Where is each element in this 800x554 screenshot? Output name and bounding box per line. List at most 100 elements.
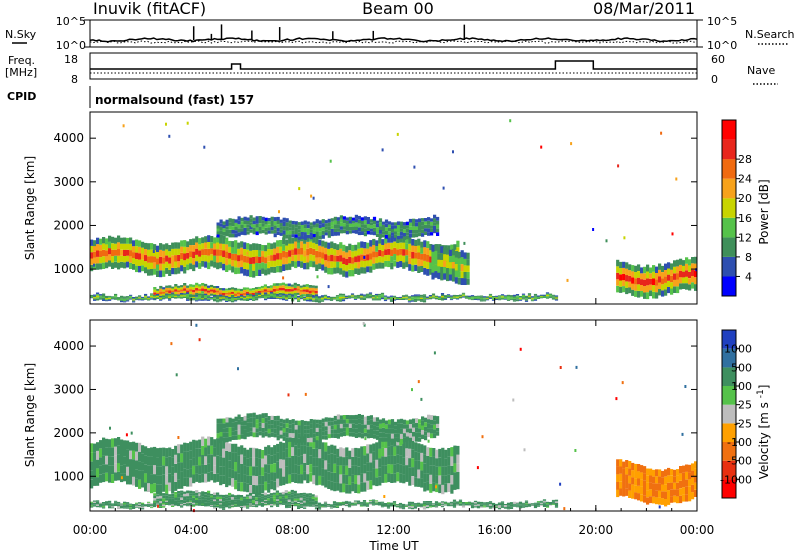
echo-cell <box>230 291 235 294</box>
echo-cell <box>198 286 202 289</box>
echo-cell <box>153 504 157 506</box>
echo-cell <box>240 502 244 503</box>
echo-cell <box>288 448 292 458</box>
echo-cell <box>536 503 541 505</box>
echo-cell <box>399 433 404 439</box>
echo-cell <box>366 266 370 273</box>
colorbar-tick-label: 16 <box>738 212 752 225</box>
echo-cell <box>123 503 127 505</box>
echo-cell <box>658 263 662 270</box>
echo-cell <box>551 296 556 298</box>
echo-cell <box>312 504 316 506</box>
echo-cell <box>117 507 121 510</box>
echo-cell <box>372 443 376 452</box>
echo-cell <box>207 299 211 301</box>
echo-cell <box>216 492 220 495</box>
echo-cell <box>264 292 268 294</box>
echo-cell <box>432 448 436 457</box>
echo-cell <box>266 286 270 289</box>
echo-cell <box>378 419 383 424</box>
echo-cell <box>236 288 241 291</box>
echo-cell <box>628 483 632 491</box>
echo-cell <box>378 449 382 459</box>
echo-cell <box>228 225 232 230</box>
echo-cell <box>141 506 145 508</box>
echo-cell <box>132 468 136 477</box>
echo-cell <box>108 248 112 255</box>
echo-cell <box>225 441 229 451</box>
echo-cell <box>421 225 425 230</box>
echo-cell <box>174 261 178 268</box>
echo-cell <box>643 292 647 299</box>
echo-cell <box>312 505 316 507</box>
echo-cell <box>296 495 300 497</box>
time-tick-label: 16:00 <box>477 523 512 537</box>
echo-cell <box>512 294 517 297</box>
echo-cell <box>192 504 196 506</box>
echo-cell <box>159 495 163 499</box>
echo-cell <box>192 495 196 498</box>
echo-cell <box>177 505 181 507</box>
echo-cell <box>433 218 437 223</box>
echo-cell <box>470 503 475 505</box>
echo-cell <box>327 255 331 262</box>
echo-cell <box>243 220 247 225</box>
echo-cell <box>252 243 256 251</box>
echo-cell <box>234 230 238 234</box>
echo-cell <box>213 504 217 506</box>
echo-cell <box>673 489 677 496</box>
echo-cell <box>290 492 294 495</box>
echo-cell <box>503 297 508 299</box>
echo-cell <box>482 296 487 298</box>
echo-cell <box>269 495 273 498</box>
echo-cell <box>204 297 208 300</box>
echo-cell <box>252 227 256 231</box>
echo-cell <box>360 455 364 465</box>
echo-cell <box>685 270 689 277</box>
echo-cell <box>237 296 241 298</box>
echo-cell <box>433 429 437 434</box>
echo-cell <box>114 297 118 299</box>
echo-cell <box>353 503 358 505</box>
echo-cell <box>213 456 217 466</box>
range-tick-label: 4000 <box>53 131 84 145</box>
echo-cell <box>491 504 496 506</box>
echo-cell <box>314 507 319 509</box>
echo-cell <box>171 255 175 262</box>
echo-cell <box>351 428 355 433</box>
echo-cell <box>527 296 532 298</box>
echo-cell <box>246 293 250 296</box>
echo-cell <box>342 423 346 428</box>
echo-cell <box>497 298 502 300</box>
echo-cell <box>411 476 415 485</box>
noise-left-tick-bottom: 10^0 <box>56 39 86 52</box>
echo-cell <box>426 262 430 269</box>
echo-cell <box>375 477 379 487</box>
echo-cell <box>228 264 232 271</box>
echo-cell <box>631 289 635 296</box>
echo-cell <box>237 367 239 371</box>
colorbar-segment <box>722 276 736 296</box>
echo-cell <box>494 503 499 505</box>
echo-cell <box>324 241 328 248</box>
echo-cell <box>297 507 301 509</box>
echo-cell <box>231 427 235 432</box>
echo-cell <box>515 299 520 302</box>
echo-cell <box>93 240 97 247</box>
echo-cell <box>333 420 337 425</box>
echo-cell <box>458 295 463 297</box>
echo-cell <box>351 227 355 231</box>
echo-cell <box>186 287 190 291</box>
echo-cell <box>216 418 220 424</box>
echo-cell <box>434 506 439 508</box>
echo-cell <box>353 504 358 506</box>
echo-cell <box>473 500 478 503</box>
echo-cell <box>201 299 205 301</box>
echo-cell <box>255 269 259 276</box>
echo-cell <box>237 261 241 268</box>
echo-cell <box>237 446 241 456</box>
echo-cell <box>126 458 130 467</box>
echo-cell <box>249 295 253 297</box>
echo-cell <box>396 225 401 229</box>
